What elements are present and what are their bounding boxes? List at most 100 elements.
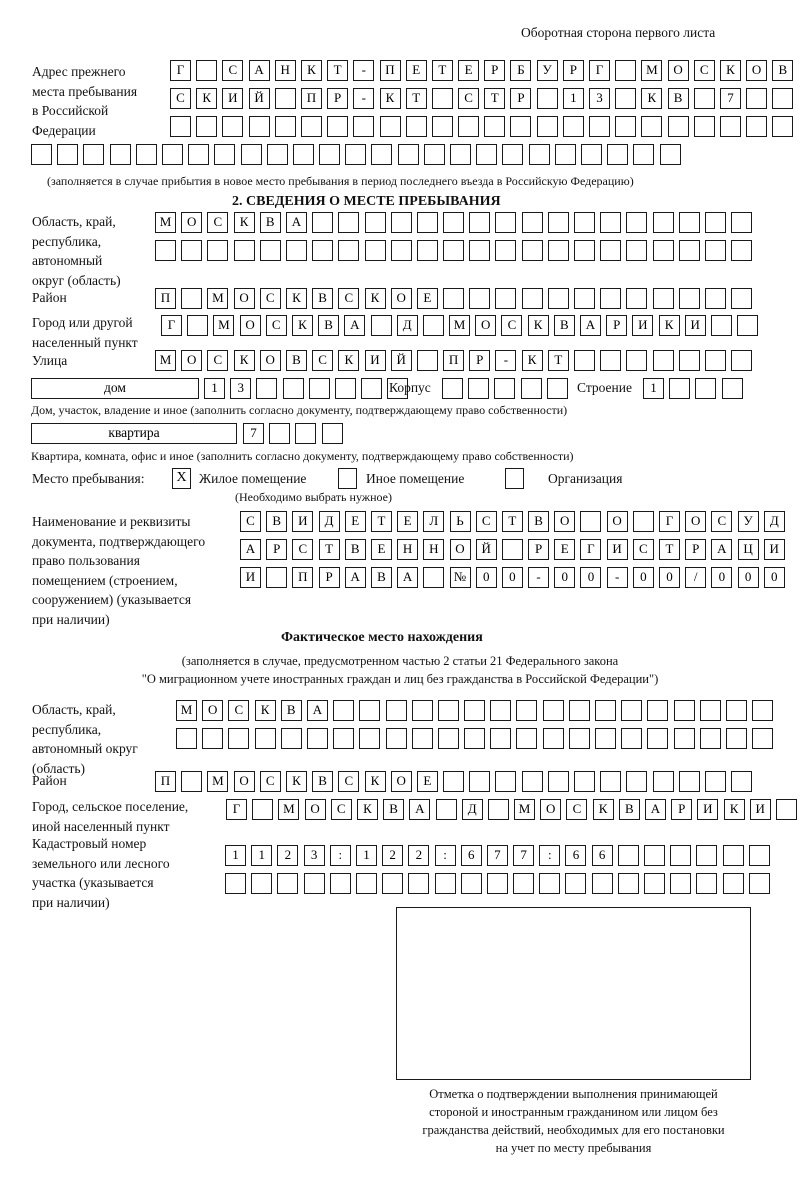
form-cell[interactable]: Б xyxy=(510,60,532,81)
form-cell[interactable]: 7 xyxy=(719,88,741,109)
form-cell[interactable] xyxy=(416,350,438,371)
form-cell[interactable]: С xyxy=(475,511,497,532)
form-cell[interactable] xyxy=(547,212,569,233)
checkbox-other-premises[interactable] xyxy=(338,468,357,489)
form-cell[interactable] xyxy=(176,728,197,749)
form-cell[interactable] xyxy=(135,144,157,165)
form-cell[interactable] xyxy=(468,378,490,399)
form-cell[interactable] xyxy=(574,240,595,261)
form-cell[interactable] xyxy=(696,845,718,866)
form-cell[interactable]: К xyxy=(254,700,276,721)
form-cell[interactable]: Н xyxy=(423,539,445,560)
form-cell[interactable] xyxy=(547,288,569,309)
form-cell[interactable] xyxy=(333,700,355,721)
form-cell[interactable]: М xyxy=(207,288,229,309)
form-cell[interactable]: 0 xyxy=(737,567,759,588)
document-row-3[interactable]: И П Р А В А № 0 0-0 0-0 0/0 0 0 xyxy=(240,567,785,588)
form-cell[interactable]: О xyxy=(685,511,707,532)
form-cell[interactable]: 2 xyxy=(408,845,430,866)
form-cell[interactable]: А xyxy=(711,539,733,560)
form-cell[interactable] xyxy=(731,212,753,233)
form-cell[interactable] xyxy=(667,116,689,137)
form-cell[interactable] xyxy=(435,799,457,820)
form-cell[interactable] xyxy=(431,116,453,137)
form-cell[interactable]: К xyxy=(356,799,378,820)
form-cell[interactable]: А xyxy=(285,212,307,233)
form-cell[interactable] xyxy=(678,240,700,261)
form-cell[interactable] xyxy=(725,728,747,749)
form-cell[interactable] xyxy=(580,511,602,532)
form-cell[interactable]: М xyxy=(155,350,176,371)
form-cell[interactable]: В xyxy=(312,771,334,792)
form-cell[interactable]: 1 xyxy=(251,845,273,866)
form-cell[interactable] xyxy=(295,423,317,444)
form-cell[interactable]: О xyxy=(181,212,203,233)
form-cell[interactable] xyxy=(155,240,176,261)
form-cell[interactable] xyxy=(379,116,401,137)
form-cell[interactable] xyxy=(721,378,743,399)
actual-region-row-2[interactable] xyxy=(176,728,774,749)
form-cell[interactable]: Д xyxy=(396,315,418,336)
form-cell[interactable] xyxy=(696,873,718,894)
form-cell[interactable] xyxy=(321,423,343,444)
form-cell[interactable]: Е xyxy=(405,60,427,81)
form-cell[interactable]: О xyxy=(606,511,628,532)
form-cell[interactable] xyxy=(626,212,648,233)
form-cell[interactable]: 1 xyxy=(562,88,584,109)
form-cell[interactable] xyxy=(312,240,334,261)
form-cell[interactable] xyxy=(31,144,52,165)
form-cell[interactable]: К xyxy=(291,315,313,336)
form-cell[interactable]: О xyxy=(259,350,281,371)
form-cell[interactable]: К xyxy=(379,88,401,109)
form-cell[interactable]: В xyxy=(370,567,392,588)
form-cell[interactable]: А xyxy=(645,799,666,820)
form-cell[interactable]: В xyxy=(280,700,302,721)
form-cell[interactable]: С xyxy=(566,799,588,820)
form-cell[interactable]: - xyxy=(528,567,550,588)
form-cell[interactable] xyxy=(669,378,691,399)
form-cell[interactable]: Р xyxy=(510,88,532,109)
form-cell[interactable]: К xyxy=(641,88,663,109)
form-cell[interactable] xyxy=(626,350,648,371)
form-cell[interactable] xyxy=(546,378,568,399)
form-cell[interactable]: О xyxy=(233,771,255,792)
form-cell[interactable]: 7 xyxy=(243,423,264,444)
form-cell[interactable]: В xyxy=(553,315,575,336)
form-cell[interactable] xyxy=(274,116,296,137)
form-cell[interactable] xyxy=(670,873,692,894)
form-cell[interactable]: П xyxy=(155,288,176,309)
form-cell[interactable] xyxy=(359,728,381,749)
form-cell[interactable]: - xyxy=(353,60,375,81)
form-cell[interactable]: А xyxy=(344,315,366,336)
form-cell[interactable] xyxy=(390,212,412,233)
form-cell[interactable] xyxy=(595,728,616,749)
form-cell[interactable]: С xyxy=(259,771,281,792)
form-cell[interactable]: В xyxy=(344,539,366,560)
form-cell[interactable]: М xyxy=(278,799,300,820)
form-cell[interactable] xyxy=(280,728,302,749)
form-cell[interactable]: М xyxy=(155,212,176,233)
form-cell[interactable]: О xyxy=(181,350,203,371)
form-cell[interactable]: И xyxy=(697,799,719,820)
form-cell[interactable]: Р xyxy=(562,60,584,81)
form-cell[interactable] xyxy=(704,771,726,792)
form-cell[interactable] xyxy=(632,511,654,532)
form-cell[interactable]: И xyxy=(222,88,244,109)
form-cell[interactable] xyxy=(382,873,404,894)
form-cell[interactable] xyxy=(600,212,622,233)
form-cell[interactable] xyxy=(251,873,273,894)
form-cell[interactable] xyxy=(652,212,674,233)
form-cell[interactable]: Т xyxy=(547,350,569,371)
form-cell[interactable] xyxy=(387,378,409,399)
form-cell[interactable]: С xyxy=(228,700,250,721)
form-cell[interactable] xyxy=(469,771,491,792)
form-cell[interactable] xyxy=(536,88,558,109)
form-cell[interactable] xyxy=(704,350,726,371)
form-cell[interactable]: О xyxy=(554,511,576,532)
stroenie-cells[interactable]: 1 xyxy=(643,378,743,399)
form-cell[interactable] xyxy=(170,116,191,137)
form-cell[interactable] xyxy=(248,116,270,137)
form-cell[interactable] xyxy=(361,378,383,399)
form-cell[interactable]: О xyxy=(540,799,562,820)
